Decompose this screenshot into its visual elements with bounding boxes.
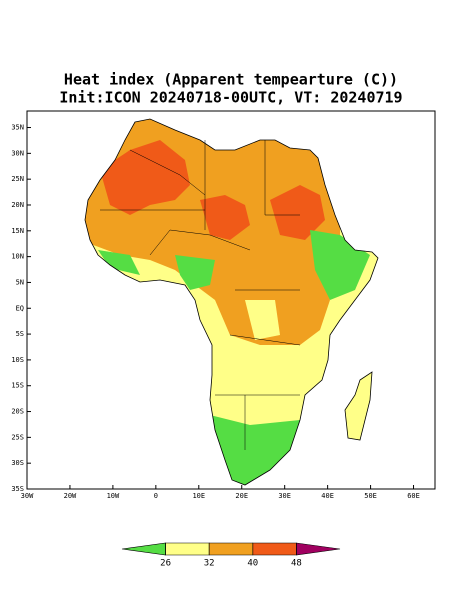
lon-tick-label: 0 [154,492,158,500]
colorbar-label: 32 [204,559,215,569]
land-field [85,119,378,485]
colorbar-segment [296,542,341,556]
lon-tick-label: 30W [21,492,34,500]
lat-tick-label: EQ [16,304,24,312]
lon-tick-label: 20E [235,492,248,500]
lat-tick-label: 15N [11,227,24,235]
lat-tick-label: 25N [11,175,24,183]
lat-tick-label: 15S [11,382,24,390]
lon-tick-label: 10W [107,492,120,500]
colorbar-segment [208,542,254,556]
colorbar-segment [165,542,210,556]
map-subtitle: Init:ICON 20240718-00UTC, VT: 20240719 [59,89,402,107]
lon-tick-label: 50E [364,492,377,500]
lat-tick-label: 20S [11,408,24,416]
lon-tick-label: 20W [64,492,77,500]
lat-tick-label: 30N [11,149,24,157]
map-frame [26,110,436,490]
colorbar-segment [252,542,297,556]
lat-tick-label: 35S [11,485,24,493]
colorbar-label: 26 [160,559,171,569]
lat-tick-label: 5N [16,278,24,286]
map-title: Heat index (Apparent tempearture (C)) [64,71,398,89]
lat-tick-label: 10S [11,356,24,364]
lat-tick-label: 25S [11,433,24,441]
borders [100,140,301,450]
lon-tick-label: 40E [321,492,334,500]
lat-tick-label: 20N [11,201,24,209]
lat-tick-label: 5S [16,330,24,338]
colorbar-label: 40 [247,559,258,569]
colorbar-label: 48 [291,559,302,569]
lat-tick-label: 10N [11,253,24,261]
coastline [84,118,379,486]
lon-tick-label: 10E [192,492,205,500]
lon-tick-label: 30E [278,492,291,500]
colorbar-segment [121,542,166,556]
lon-tick-label: 60E [407,492,420,500]
lat-tick-label: 35N [11,124,24,132]
lat-tick-label: 30S [11,459,24,467]
